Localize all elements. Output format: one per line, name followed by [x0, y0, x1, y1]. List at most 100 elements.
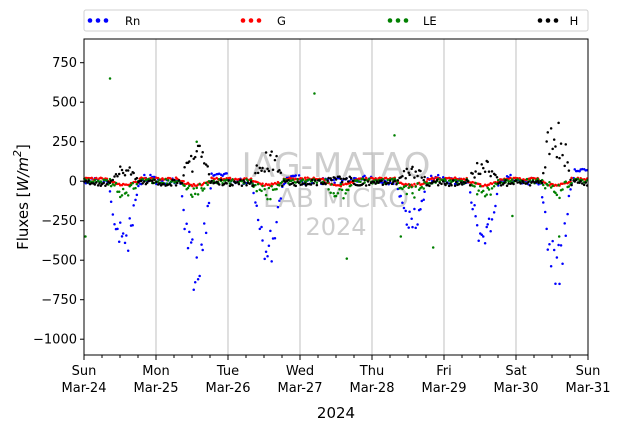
point-rn	[261, 239, 264, 242]
y-tick-label: −1000	[33, 333, 77, 348]
point-h	[401, 175, 404, 178]
point-le	[294, 181, 298, 184]
point-h	[225, 182, 228, 185]
point-rn	[225, 172, 228, 175]
point-le	[509, 180, 512, 183]
point-rn	[123, 241, 127, 245]
point-h	[215, 180, 218, 184]
point-rn	[416, 223, 419, 226]
point-le	[548, 180, 551, 184]
point-h	[455, 180, 458, 184]
point-le	[114, 181, 118, 185]
x-tick-day: Tue	[216, 364, 239, 379]
point-le	[134, 186, 137, 190]
point-le	[198, 182, 201, 186]
point-h	[275, 154, 278, 158]
point-le	[551, 184, 554, 188]
point-le	[306, 178, 309, 182]
point-h	[440, 182, 443, 186]
point-rn	[258, 227, 262, 231]
point-h	[338, 175, 341, 178]
point-rn	[252, 191, 255, 195]
point-g	[431, 176, 434, 180]
point-g	[228, 176, 232, 180]
point-rn	[117, 240, 121, 244]
y-axis-label-close: ]	[14, 144, 32, 150]
point-le	[359, 180, 362, 183]
point-rn	[549, 265, 553, 268]
point-h	[249, 180, 253, 183]
point-rn	[561, 262, 564, 266]
point-h	[466, 180, 470, 183]
point-le	[158, 178, 161, 181]
point-h	[559, 142, 563, 145]
point-h	[312, 181, 315, 185]
point-h	[351, 179, 355, 182]
point-h	[269, 153, 272, 157]
point-rn	[548, 242, 551, 246]
point-h	[438, 181, 441, 185]
point-h	[132, 171, 135, 175]
point-rn	[546, 248, 550, 251]
point-le	[264, 193, 268, 197]
point-h	[444, 183, 447, 187]
point-rn	[263, 257, 266, 261]
point-h	[207, 173, 211, 176]
point-g	[294, 177, 298, 181]
point-le	[444, 179, 447, 183]
point-h	[516, 181, 519, 184]
point-rn	[255, 204, 258, 208]
plot-area: IAG-MATAO LAB MICRO 2024	[83, 38, 589, 356]
point-h	[475, 161, 479, 165]
point-le	[555, 193, 559, 197]
point-rn	[183, 227, 186, 231]
point-rn	[185, 222, 188, 226]
point-rn	[471, 207, 474, 211]
point-h	[404, 176, 407, 180]
point-h	[87, 179, 90, 182]
point-h	[458, 182, 461, 186]
point-rn	[363, 174, 366, 178]
point-h	[581, 182, 584, 185]
point-le	[125, 191, 128, 194]
point-h	[201, 151, 204, 154]
point-le	[84, 235, 87, 238]
point-h	[527, 180, 530, 184]
point-rn	[545, 227, 548, 231]
point-h	[297, 181, 301, 184]
point-rn	[135, 193, 139, 197]
point-g	[162, 178, 165, 181]
point-h	[402, 169, 406, 173]
point-h	[548, 152, 551, 156]
point-rn	[269, 229, 272, 233]
x-tick-day: Sat	[505, 364, 526, 379]
point-rn	[399, 194, 402, 198]
legend-marker	[387, 18, 393, 23]
point-h	[564, 143, 567, 146]
point-g	[90, 176, 94, 180]
point-h	[528, 184, 532, 187]
x-tick-date: Mar-25	[134, 381, 179, 396]
legend-marker	[537, 18, 543, 23]
point-le	[483, 195, 487, 198]
point-h	[318, 179, 321, 182]
point-h	[273, 158, 277, 162]
point-le	[332, 191, 335, 195]
point-h	[141, 182, 144, 185]
point-le	[487, 188, 491, 191]
point-h	[182, 174, 185, 177]
point-h	[120, 168, 124, 172]
point-rn	[186, 246, 190, 250]
point-rn	[564, 234, 567, 237]
point-h	[505, 184, 509, 187]
point-h	[434, 180, 437, 184]
legend-marker	[87, 18, 93, 23]
point-rn	[332, 178, 335, 182]
point-h	[366, 180, 370, 183]
point-rn	[482, 235, 485, 238]
point-le	[511, 214, 514, 218]
point-le	[339, 183, 343, 186]
point-rn	[193, 280, 197, 284]
point-g	[182, 180, 185, 183]
point-rn	[210, 172, 213, 175]
